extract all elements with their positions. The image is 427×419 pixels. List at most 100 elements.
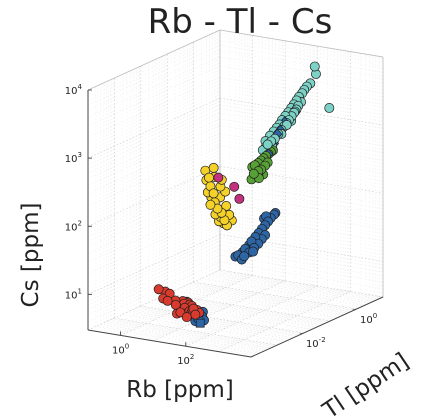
data-point bbox=[324, 103, 335, 113]
grid-line bbox=[87, 65, 221, 126]
grid-line bbox=[87, 172, 221, 234]
grid-line bbox=[219, 112, 384, 141]
data-point bbox=[181, 312, 192, 323]
grid-line bbox=[219, 97, 384, 126]
grid-line bbox=[219, 124, 384, 153]
data-point bbox=[208, 162, 219, 173]
data-point bbox=[309, 61, 320, 72]
grid-line bbox=[219, 44, 384, 73]
grid-line bbox=[219, 201, 384, 230]
grid-line bbox=[87, 201, 221, 263]
z-tick-label: 103 bbox=[65, 151, 82, 165]
y-axis-line bbox=[250, 296, 384, 358]
data-point bbox=[162, 295, 173, 306]
chart-frame bbox=[87, 29, 384, 358]
grid-line bbox=[219, 40, 384, 68]
grid-line bbox=[219, 108, 384, 136]
grid-line bbox=[87, 145, 221, 206]
data-point bbox=[204, 172, 214, 183]
z-tick-label: 101 bbox=[65, 287, 82, 301]
grid-line bbox=[87, 169, 221, 230]
y-tick-mark bbox=[299, 332, 304, 335]
grid-line bbox=[132, 309, 296, 337]
grid-line bbox=[219, 234, 384, 262]
grid-line bbox=[114, 317, 278, 346]
grid-line bbox=[87, 176, 221, 238]
data-point bbox=[213, 172, 224, 183]
z-axis-title: Cs [ppm] bbox=[18, 203, 44, 308]
grid-line bbox=[167, 293, 331, 322]
grid-line bbox=[209, 274, 373, 303]
grid-line bbox=[87, 193, 221, 254]
z-tick-label: 104 bbox=[65, 83, 83, 97]
chart-ticks: 101 102 103 104 100 102 10-2 100 bbox=[65, 83, 377, 367]
grid-line bbox=[215, 271, 379, 300]
grid-line bbox=[87, 32, 221, 94]
grid-line bbox=[219, 169, 384, 197]
grid-line bbox=[87, 118, 221, 179]
data-point bbox=[190, 309, 201, 320]
grid-line bbox=[217, 270, 381, 299]
chart-points bbox=[153, 61, 335, 328]
grid-line bbox=[87, 50, 221, 111]
grid-line bbox=[87, 186, 221, 247]
chart-grid bbox=[87, 29, 384, 358]
grid-line bbox=[219, 56, 384, 85]
grid-line bbox=[87, 213, 221, 275]
grid-line bbox=[193, 281, 357, 310]
grid-line bbox=[219, 165, 384, 194]
grid-line bbox=[87, 244, 221, 306]
grid-line bbox=[206, 276, 370, 304]
grid-line bbox=[237, 294, 371, 356]
data-point bbox=[229, 181, 240, 192]
grid-line bbox=[219, 118, 384, 146]
grid-line bbox=[87, 97, 221, 159]
data-point bbox=[239, 251, 250, 262]
frame-edge bbox=[219, 29, 384, 58]
data-point bbox=[248, 168, 259, 179]
grid-line bbox=[87, 44, 221, 106]
grid-line bbox=[219, 133, 384, 161]
grid-line bbox=[87, 40, 221, 101]
frame-edge bbox=[87, 29, 221, 91]
data-point bbox=[262, 139, 273, 150]
y-tick-mark bbox=[352, 308, 357, 311]
x-tick-label: 102 bbox=[177, 353, 194, 367]
grid-line bbox=[87, 181, 221, 242]
grid-line bbox=[87, 56, 221, 118]
x-axis-line bbox=[87, 329, 252, 358]
grid-line bbox=[219, 213, 384, 242]
grid-line bbox=[87, 104, 221, 165]
grid-line bbox=[87, 113, 221, 174]
x-tick-label: 100 bbox=[112, 342, 129, 356]
data-point bbox=[205, 199, 216, 210]
data-point bbox=[248, 246, 259, 257]
grid-line bbox=[87, 125, 221, 186]
grid-line bbox=[219, 176, 384, 205]
grid-line bbox=[219, 181, 384, 209]
grid-line bbox=[87, 133, 221, 194]
y-tick-label: 100 bbox=[360, 312, 377, 326]
grid-line bbox=[219, 269, 384, 298]
grid-line bbox=[219, 145, 384, 173]
grid-line bbox=[201, 278, 365, 306]
grid-line bbox=[219, 172, 384, 201]
grid-line bbox=[140, 305, 304, 334]
grid-line bbox=[233, 293, 367, 355]
grid-line bbox=[219, 50, 384, 78]
x-axis-title: Rb [ppm] bbox=[126, 377, 233, 403]
data-point bbox=[153, 284, 164, 295]
y-axis-title: Tl [ppm] bbox=[318, 348, 414, 419]
grid-line bbox=[87, 240, 221, 302]
grid-line bbox=[87, 77, 221, 138]
y-tick-label: 10-2 bbox=[306, 336, 326, 350]
data-point bbox=[208, 188, 219, 199]
grid-line bbox=[214, 272, 378, 300]
grid-line bbox=[185, 285, 349, 313]
grid-line bbox=[219, 193, 384, 221]
data-point bbox=[234, 193, 245, 204]
grid-line bbox=[87, 101, 221, 162]
grid-line bbox=[87, 36, 221, 97]
grid-line bbox=[87, 108, 221, 169]
